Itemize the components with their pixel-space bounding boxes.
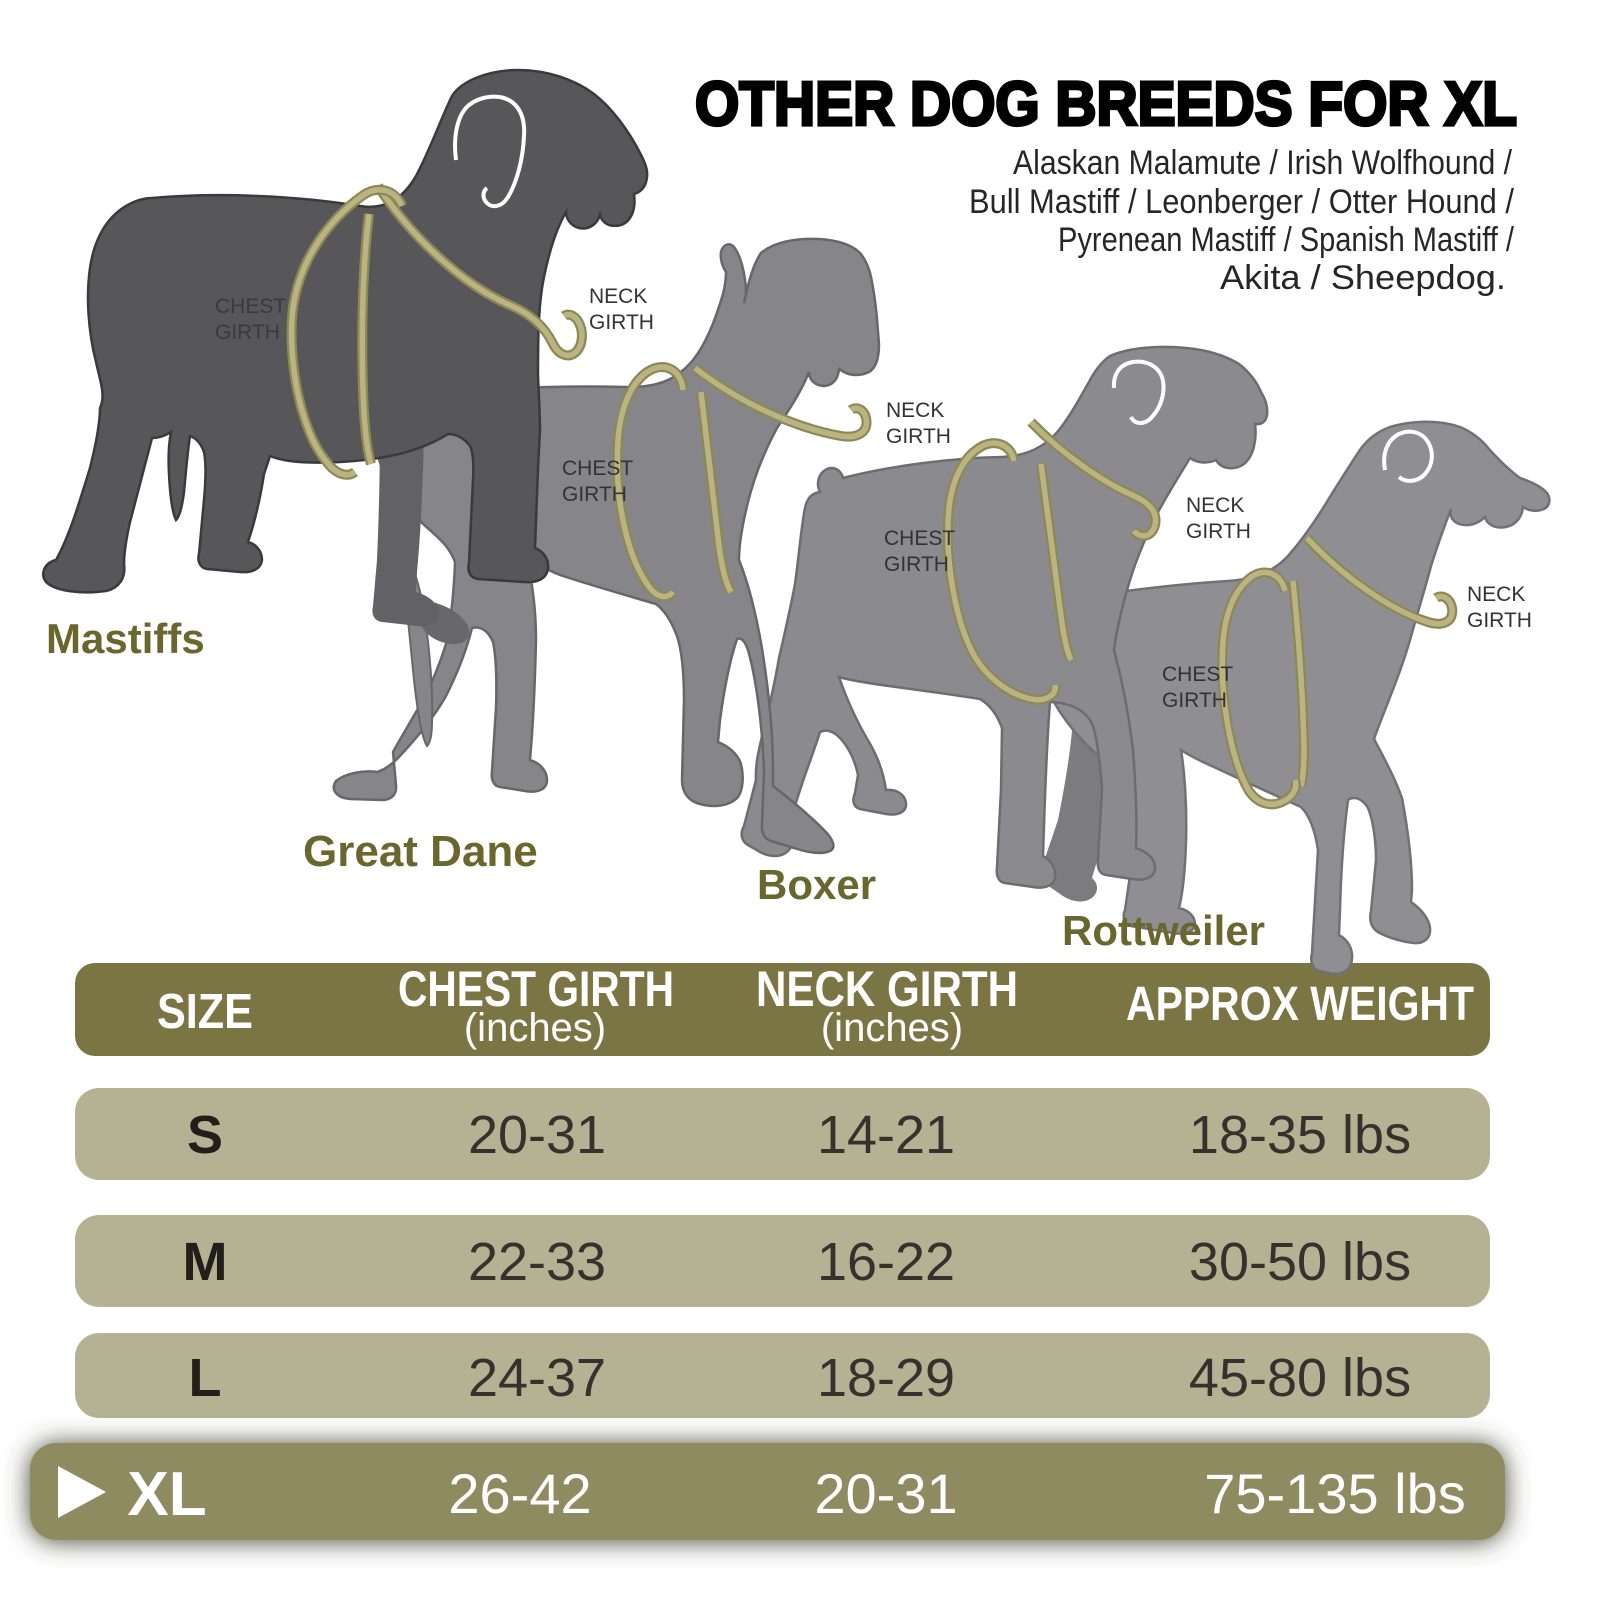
svg-text:GIRTH: GIRTH xyxy=(562,483,627,506)
svg-text:Alaskan Malamute / Irish Wolfh: Alaskan Malamute / Irish Wolfhound / xyxy=(1013,144,1512,182)
svg-text:Bull Mastiff / Leonberger / Ot: Bull Mastiff / Leonberger / Otter Hound … xyxy=(969,183,1514,221)
svg-text:L: L xyxy=(189,1348,222,1408)
svg-text:NECK: NECK xyxy=(589,285,647,308)
svg-text:NECK GIRTH: NECK GIRTH xyxy=(756,961,1018,1017)
svg-text:GIRTH: GIRTH xyxy=(886,425,951,448)
svg-text:20-31: 20-31 xyxy=(468,1105,606,1165)
svg-text:20-31: 20-31 xyxy=(814,1462,957,1525)
svg-text:18-35 lbs: 18-35 lbs xyxy=(1189,1105,1411,1165)
svg-text:45-80 lbs: 45-80 lbs xyxy=(1189,1348,1411,1408)
svg-text:GIRTH: GIRTH xyxy=(1162,689,1227,712)
svg-text:OTHER DOG BREEDS FOR XL: OTHER DOG BREEDS FOR XL xyxy=(695,70,1517,139)
svg-text:14-21: 14-21 xyxy=(817,1105,955,1165)
svg-text:CHEST GIRTH: CHEST GIRTH xyxy=(398,961,674,1017)
svg-text:Akita / Sheepdog.: Akita / Sheepdog. xyxy=(1220,259,1506,297)
svg-text:CHEST: CHEST xyxy=(215,295,286,318)
svg-text:GIRTH: GIRTH xyxy=(884,553,949,576)
svg-text:(inches): (inches) xyxy=(821,1006,963,1050)
svg-text:Pyrenean Mastiff / Spanish Mas: Pyrenean Mastiff / Spanish Mastiff / xyxy=(1058,221,1514,259)
svg-text:24-37: 24-37 xyxy=(468,1348,606,1408)
svg-text:Mastiffs: Mastiffs xyxy=(46,615,205,662)
svg-text:XL: XL xyxy=(127,1460,206,1529)
svg-text:75-135 lbs: 75-135 lbs xyxy=(1204,1462,1466,1525)
svg-text:GIRTH: GIRTH xyxy=(589,311,654,334)
svg-text:30-50 lbs: 30-50 lbs xyxy=(1189,1232,1411,1292)
svg-text:Rottweiler: Rottweiler xyxy=(1062,907,1265,954)
svg-text:16-22: 16-22 xyxy=(817,1232,955,1292)
svg-text:S: S xyxy=(187,1105,223,1165)
svg-text:CHEST: CHEST xyxy=(1162,663,1233,686)
svg-text:NECK: NECK xyxy=(1186,494,1244,517)
svg-text:Boxer: Boxer xyxy=(757,861,876,908)
svg-text:NECK: NECK xyxy=(886,399,944,422)
svg-text:GIRTH: GIRTH xyxy=(1186,520,1251,543)
svg-text:SIZE: SIZE xyxy=(157,985,253,1039)
svg-text:CHEST: CHEST xyxy=(562,457,633,480)
svg-text:26-42: 26-42 xyxy=(448,1462,591,1525)
svg-text:M: M xyxy=(183,1232,228,1292)
svg-text:GIRTH: GIRTH xyxy=(1467,609,1532,632)
svg-text:CHEST: CHEST xyxy=(884,527,955,550)
svg-text:APPROX WEIGHT: APPROX WEIGHT xyxy=(1126,978,1474,1031)
svg-text:Great Dane: Great Dane xyxy=(303,827,538,876)
svg-text:22-33: 22-33 xyxy=(468,1232,606,1292)
svg-text:(inches): (inches) xyxy=(464,1006,606,1050)
svg-text:18-29: 18-29 xyxy=(817,1348,955,1408)
svg-text:GIRTH: GIRTH xyxy=(215,321,280,344)
svg-text:NECK: NECK xyxy=(1467,583,1525,606)
